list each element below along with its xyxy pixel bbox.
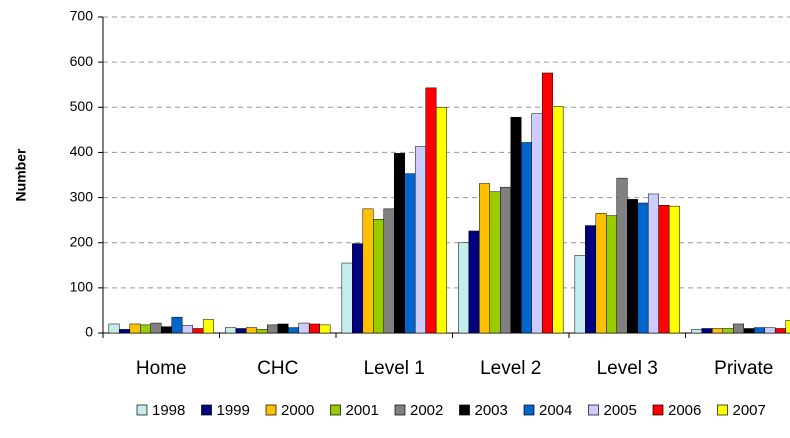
bar	[574, 255, 586, 334]
bar	[785, 320, 790, 334]
x-tick-label: Private	[714, 358, 773, 379]
x-tick-label: Level 2	[480, 358, 541, 379]
legend-swatch	[330, 404, 341, 416]
y-tick-label: 500	[70, 98, 94, 114]
bar	[373, 218, 385, 334]
bar	[733, 323, 745, 334]
x-tick-label: Level 1	[364, 358, 425, 379]
bar	[140, 324, 152, 334]
legend-swatch	[459, 404, 470, 416]
y-tick-label: 300	[70, 188, 94, 204]
bar	[585, 225, 597, 334]
y-axis-label: Number	[13, 148, 29, 201]
bar	[764, 327, 776, 334]
bar	[627, 199, 638, 334]
bar	[225, 327, 237, 334]
bar	[287, 327, 299, 334]
bar	[352, 243, 364, 334]
bar	[701, 328, 713, 334]
bar	[722, 328, 734, 334]
bar	[743, 328, 755, 334]
bar	[277, 323, 289, 334]
legend-label: 2007	[733, 402, 766, 419]
bar	[595, 213, 607, 334]
bar	[319, 324, 331, 334]
bar	[246, 327, 258, 334]
legend-swatch	[523, 404, 535, 416]
legend-swatch	[652, 404, 664, 416]
legend-label: 1999	[217, 402, 250, 419]
y-tick-label: 0	[85, 324, 93, 340]
bar	[637, 202, 649, 334]
bar	[753, 327, 765, 334]
bar	[404, 173, 416, 334]
x-tick-label: Level 3	[597, 358, 658, 379]
bar	[531, 113, 543, 334]
bar	[458, 242, 470, 334]
legend-label: 2005	[604, 402, 637, 419]
legend-label: 2001	[346, 402, 379, 419]
bar	[647, 193, 659, 334]
y-tick-label: 600	[70, 53, 94, 69]
bar	[394, 153, 405, 334]
bar	[479, 183, 491, 334]
legend-swatch	[588, 404, 599, 416]
bar	[383, 208, 395, 334]
bar	[308, 323, 320, 334]
legend-swatch	[265, 404, 277, 416]
legend-swatch	[136, 404, 148, 416]
bar	[161, 326, 172, 334]
bar	[541, 72, 553, 334]
bar	[425, 87, 437, 334]
bar	[712, 328, 724, 334]
bar	[414, 146, 426, 334]
y-tick-label: 200	[70, 233, 94, 249]
bar	[691, 329, 703, 334]
y-tick-label: 400	[70, 143, 94, 159]
legend-swatch	[394, 404, 406, 416]
bar	[510, 116, 522, 334]
bar	[150, 322, 162, 334]
x-tick-label: Home	[136, 358, 187, 379]
bar	[298, 322, 310, 334]
bar	[658, 204, 670, 334]
bar	[668, 205, 680, 334]
bar	[341, 262, 353, 334]
bar	[235, 328, 247, 334]
bar	[435, 107, 447, 334]
bar	[181, 325, 193, 334]
bar	[520, 142, 532, 334]
bar	[192, 328, 204, 334]
legend-label: 2004	[539, 402, 572, 419]
legend-label: 2006	[668, 402, 701, 419]
bar	[256, 329, 268, 334]
legend-label: 1998	[152, 402, 185, 419]
bar	[267, 324, 279, 334]
bar	[129, 323, 141, 334]
legend-label: 2003	[475, 402, 508, 419]
bar	[119, 329, 131, 334]
bar	[108, 323, 120, 334]
bar	[616, 177, 628, 334]
bar	[362, 208, 374, 334]
legend-label: 2002	[410, 402, 443, 419]
x-tick-label: CHC	[257, 358, 298, 379]
bar	[202, 319, 214, 334]
legend-swatch	[201, 404, 212, 416]
bar	[774, 328, 786, 334]
bar	[468, 230, 480, 334]
y-tick-label: 100	[70, 279, 94, 295]
bar	[171, 316, 183, 334]
bar	[606, 215, 618, 334]
y-tick-label: 700	[70, 8, 94, 24]
bar	[489, 191, 501, 334]
bar	[552, 106, 564, 334]
legend-label: 2000	[281, 402, 314, 419]
legend-swatch	[717, 404, 728, 416]
bar	[500, 186, 512, 334]
